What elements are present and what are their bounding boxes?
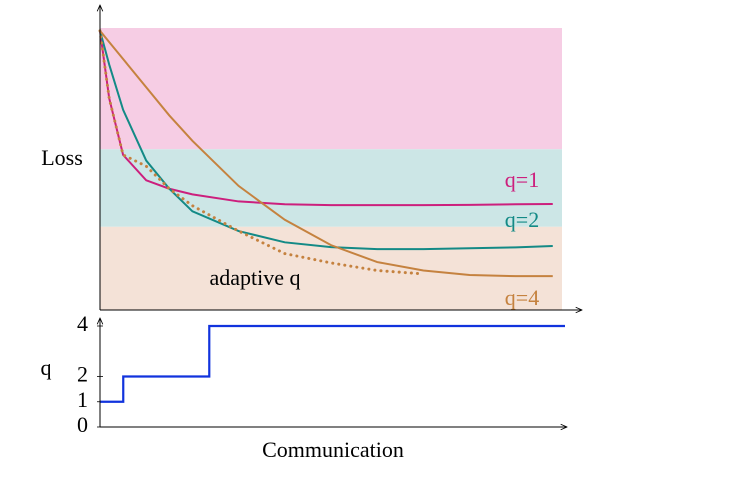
band [100, 226, 562, 310]
series-label: q=4 [505, 285, 539, 310]
y-tick-label: 4 [77, 311, 88, 336]
y-tick-label: 2 [77, 362, 88, 387]
series-line [99, 30, 553, 251]
step-line [100, 324, 565, 403]
band [100, 149, 562, 227]
series-line [98, 29, 425, 276]
series-line [99, 30, 553, 278]
x-axis-label: Communication [262, 437, 404, 462]
y-tick-label: 0 [77, 412, 88, 437]
y-axis-label: Loss [41, 145, 83, 170]
series-label: q=2 [505, 207, 539, 232]
y-axis-label: q [41, 355, 52, 380]
series-label: adaptive q [209, 265, 300, 290]
series-label: q=1 [505, 167, 539, 192]
band [100, 28, 562, 150]
y-tick-label: 1 [77, 387, 88, 412]
